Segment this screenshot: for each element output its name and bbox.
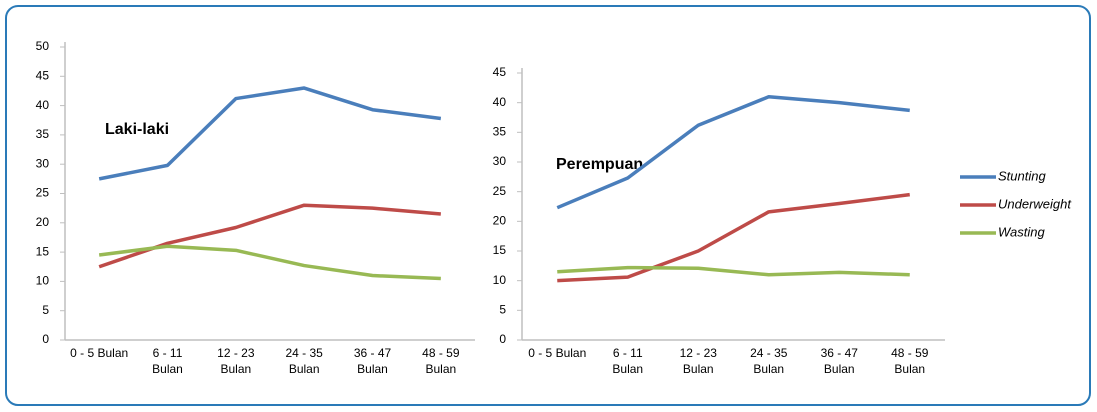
y-tick-label: 50 <box>36 39 50 53</box>
x-tick-label: 36 - 47 Bulan <box>821 346 859 376</box>
x-tick-label: 24 - 35 Bulan <box>285 346 323 376</box>
y-tick-label: 45 <box>493 65 507 79</box>
frame <box>5 5 1091 406</box>
x-tick-label: 12 - 23 Bulan <box>680 346 718 376</box>
x-tick-label: 48 - 59 Bulan <box>422 346 460 376</box>
y-tick-label: 25 <box>493 184 507 198</box>
series-line <box>556 94 910 210</box>
y-tick-label: 40 <box>36 98 50 112</box>
series-line <box>557 192 910 283</box>
x-tick-label: 48 - 59 Bulan <box>891 346 929 376</box>
y-tick-label: 15 <box>493 243 507 257</box>
legend-label: Stunting <box>998 168 1046 183</box>
x-tick-label: 6 - 11 Bulan <box>152 346 183 376</box>
series-line <box>98 86 442 181</box>
x-tick-label: 36 - 47 Bulan <box>354 346 392 376</box>
legend-label: Wasting <box>998 224 1045 239</box>
y-tick-label: 40 <box>493 95 507 109</box>
y-tick-label: 5 <box>499 303 506 317</box>
chart-title: Laki-laki <box>105 121 169 138</box>
chart-title: Perempuan <box>556 156 643 173</box>
y-tick-label: 0 <box>42 332 49 346</box>
y-tick-label: 20 <box>36 215 50 229</box>
y-tick-label: 10 <box>36 274 50 288</box>
y-tick-label: 45 <box>36 68 50 82</box>
y-tick-label: 10 <box>493 273 507 287</box>
x-tick-label: 0 - 5 Bulan <box>70 346 128 360</box>
legend-label: Underweight <box>998 196 1072 211</box>
x-tick-label: 24 - 35 Bulan <box>750 346 788 376</box>
x-tick-label: 12 - 23 Bulan <box>217 346 255 376</box>
x-tick-label: 6 - 11 Bulan <box>612 346 643 376</box>
y-tick-label: 20 <box>493 214 507 228</box>
y-tick-label: 5 <box>42 303 49 317</box>
y-tick-label: 30 <box>493 154 507 168</box>
x-tick-label: 0 - 5 Bulan <box>528 346 586 360</box>
y-tick-label: 35 <box>493 125 507 139</box>
y-tick-label: 0 <box>499 332 506 346</box>
y-tick-label: 25 <box>36 186 50 200</box>
series-line <box>557 265 910 277</box>
y-tick-label: 30 <box>36 156 50 170</box>
series-line <box>98 244 441 281</box>
y-tick-label: 35 <box>36 127 50 141</box>
y-tick-label: 15 <box>36 244 50 258</box>
